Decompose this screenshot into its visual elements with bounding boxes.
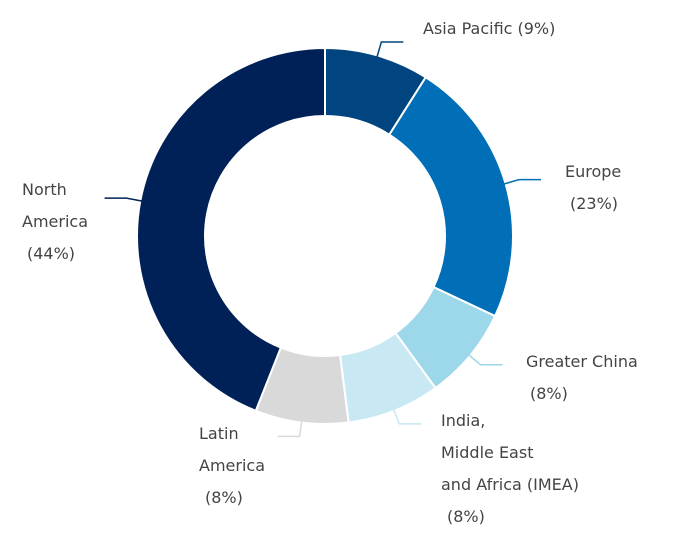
category-label: India, Middle East and Africa (IMEA) (441, 411, 579, 494)
value-label: (8%) (205, 488, 243, 507)
category-label: Europe (565, 162, 622, 181)
leader-line (503, 178, 541, 185)
category-label: Greater China (526, 352, 638, 371)
donut-segment (136, 46, 326, 413)
value-label: (44%) (27, 244, 76, 263)
leader-line (392, 408, 422, 425)
value-label: (9%) (517, 19, 556, 38)
category-label: Latin America (199, 424, 265, 475)
leader-line (277, 420, 303, 438)
value-label: (8%) (530, 384, 568, 403)
leader-line (376, 41, 404, 58)
value-label: (8%) (447, 507, 485, 526)
donut-segment (387, 75, 514, 318)
leader-line (104, 197, 143, 202)
leader-line (467, 353, 503, 366)
value-label: (23%) (570, 194, 619, 213)
category-label: North America (22, 180, 88, 231)
category-label: Asia Pacific (9%) (423, 19, 556, 38)
